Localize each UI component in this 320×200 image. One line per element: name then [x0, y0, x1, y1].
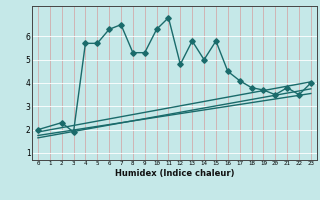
X-axis label: Humidex (Indice chaleur): Humidex (Indice chaleur): [115, 169, 234, 178]
